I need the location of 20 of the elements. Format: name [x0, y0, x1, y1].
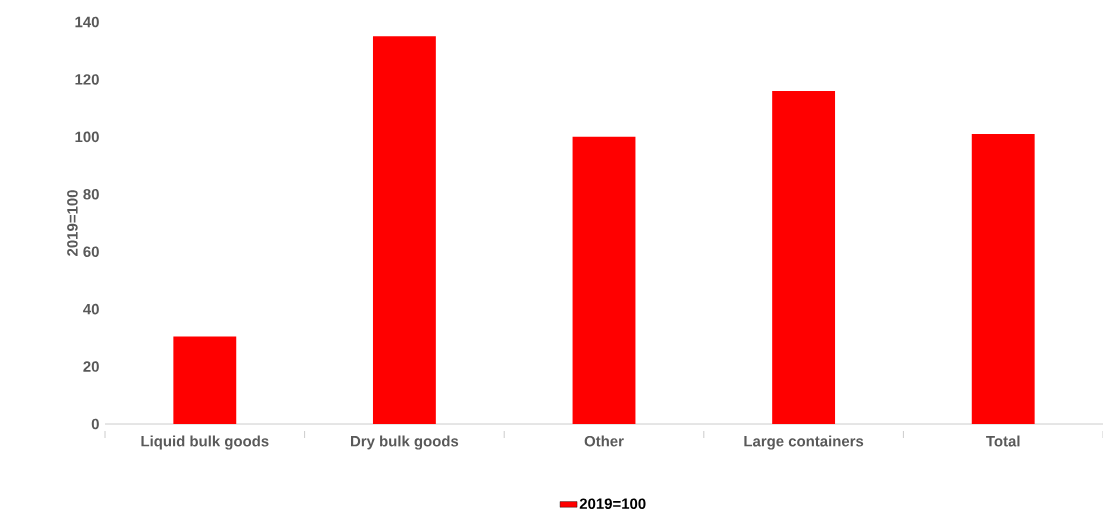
y-tick-label: 80 — [83, 188, 99, 200]
y-tick-label: 20 — [83, 361, 99, 372]
x-tick-label: Dry bulk goods — [351, 435, 459, 450]
bar — [372, 36, 436, 424]
bar — [572, 136, 636, 424]
y-tick-label: 100 — [75, 131, 99, 143]
y-tick-label: 0 — [91, 418, 99, 430]
y-tick-label: 40 — [83, 303, 99, 315]
y-axis-title: 2019=100 — [67, 190, 78, 256]
x-tick-label: Total — [986, 435, 1020, 447]
y-tick-label: 140 — [75, 16, 99, 28]
y-tick-label: 60 — [83, 246, 99, 257]
x-tick-label: Other — [584, 435, 624, 447]
bar — [971, 133, 1035, 424]
bar — [173, 336, 237, 424]
legend-label: 2019=100 — [579, 498, 646, 510]
x-tick-label: Liquid bulk goods — [141, 435, 269, 450]
x-tick-label: Large containers — [744, 435, 864, 450]
bar — [772, 90, 836, 424]
y-tick-label: 120 — [75, 74, 99, 85]
